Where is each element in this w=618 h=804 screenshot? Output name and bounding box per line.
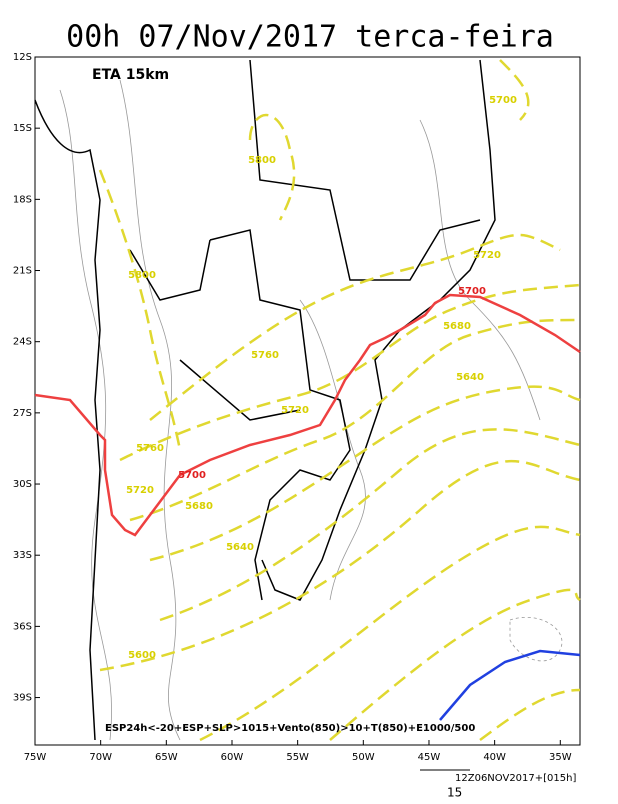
lon-tick-label: 70W: [89, 752, 112, 763]
contour-label: 5720: [473, 250, 501, 261]
contour-label: 5600: [128, 650, 156, 661]
lat-tick-label: 24S: [13, 337, 32, 348]
lat-tick-label: 21S: [13, 266, 32, 277]
lon-tick-label: 35W: [549, 752, 572, 763]
contour-label: 5640: [456, 372, 484, 383]
contour-label: 5700: [178, 470, 206, 481]
lon-tick-label: 75W: [24, 752, 47, 763]
contour-label: 5700: [458, 286, 486, 297]
contour-label: 5800: [128, 270, 156, 281]
contour-label: 5800: [248, 155, 276, 166]
contour-label: 5760: [251, 350, 279, 361]
model-label: ETA 15km: [92, 67, 169, 83]
lat-tick-label: 18S: [13, 194, 32, 205]
lat-tick-label: 36S: [13, 621, 32, 632]
vector-scale-label: 15: [447, 786, 462, 800]
lat-tick-label: 12S: [13, 52, 32, 63]
lon-tick-label: 50W: [352, 752, 375, 763]
lat-tick-label: 27S: [13, 408, 32, 419]
lon-tick-label: 60W: [221, 752, 244, 763]
contour-label: 5640: [226, 542, 254, 553]
lat-tick-label: 30S: [13, 479, 32, 490]
lat-tick-label: 33S: [13, 550, 32, 561]
temperature-line-blue: [439, 649, 581, 721]
map-frame: [34, 56, 581, 746]
thickness-contours: [98, 59, 581, 742]
lon-tick-label: 55W: [286, 752, 309, 763]
lat-tick-label: 15S: [13, 123, 32, 134]
contour-label: 5680: [185, 501, 213, 512]
caption: ESP24h<-20+ESP+SLP>1015+Vento(850)>10+T(…: [105, 723, 475, 734]
contour-label: 5680: [443, 321, 471, 332]
lon-tick-label: 65W: [155, 752, 178, 763]
title: 00h 07/Nov/2017 terca-feira: [66, 20, 554, 55]
contour-label: 5700: [489, 95, 517, 106]
lon-tick-label: 40W: [483, 752, 506, 763]
contour-5700-red: [34, 293, 581, 537]
contour-label: 5760: [136, 443, 164, 454]
lat-tick-label: 39S: [13, 693, 32, 704]
run-label: 12Z06NOV2017+[015h]: [455, 773, 576, 784]
lon-tick-label: 45W: [418, 752, 441, 763]
contour-label: 5720: [281, 405, 309, 416]
contour-label: 5720: [126, 485, 154, 496]
